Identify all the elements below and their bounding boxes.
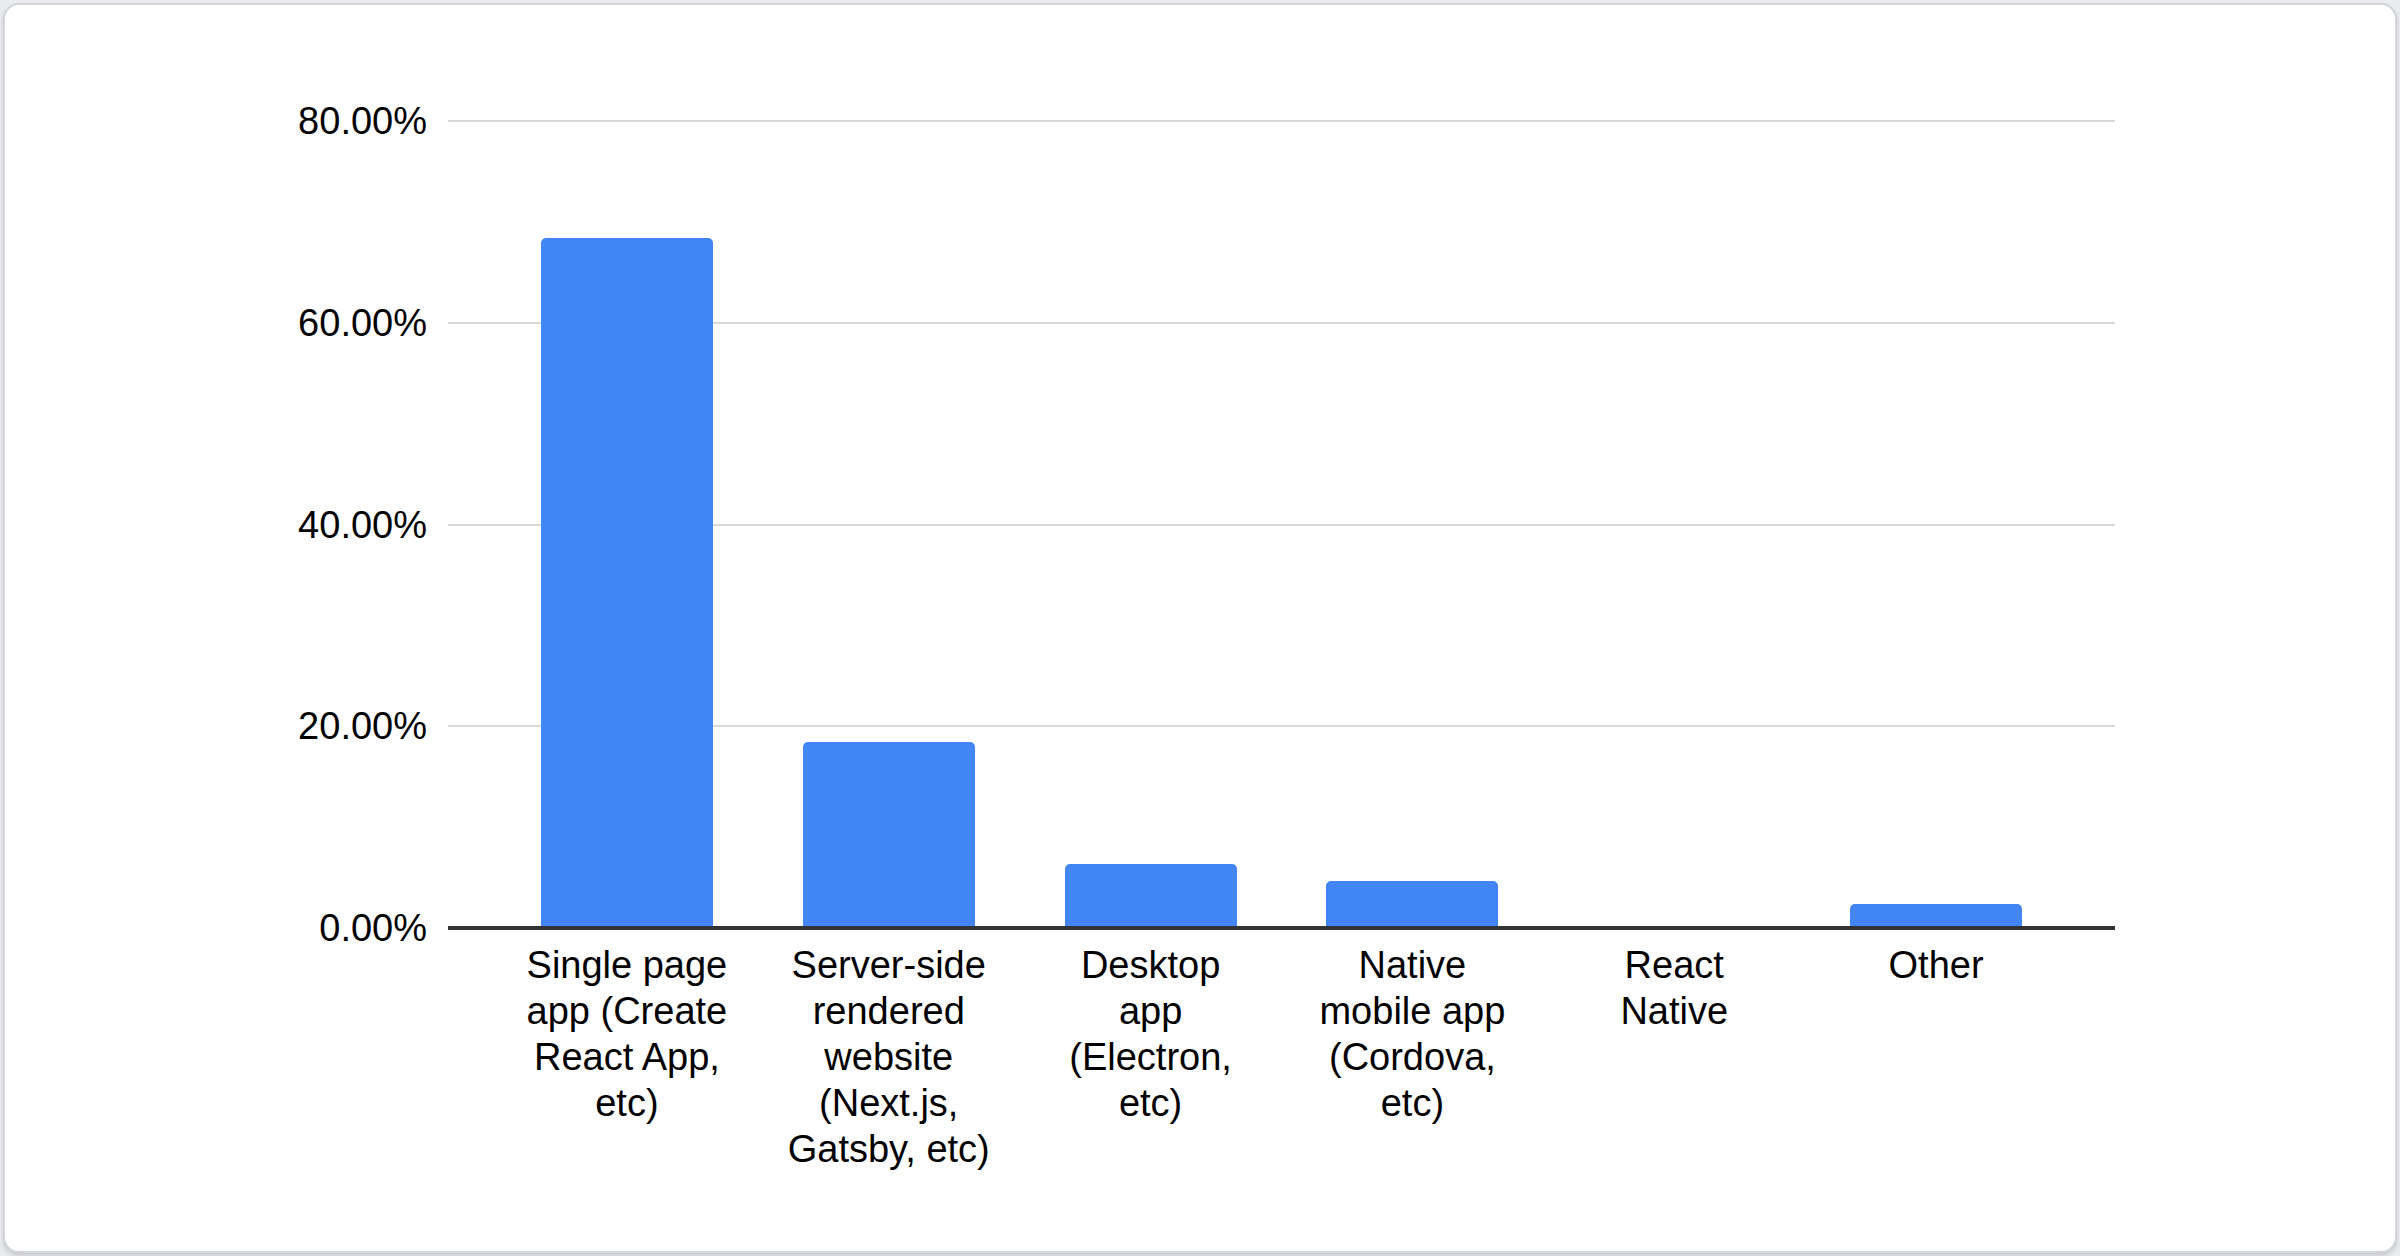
x-axis-label: Single page app (Create React App, etc) xyxy=(497,942,757,1126)
y-gridline xyxy=(448,120,2115,122)
x-axis-label: React Native xyxy=(1544,942,1804,1034)
bar-chart: 0.00% 20.00% 40.00% 60.00% 80.00% Single page… xyxy=(5,5,2395,1251)
y-axis-tick-label: 80.00% xyxy=(5,98,427,144)
y-axis-tick-label: 40.00% xyxy=(5,502,427,548)
bar-3[interactable] xyxy=(1065,864,1237,928)
y-axis-tick-label: 20.00% xyxy=(5,703,427,749)
bar-2[interactable] xyxy=(803,742,975,928)
bar-1[interactable] xyxy=(541,238,713,928)
x-axis-label: Server-side rendered website (Next.js, G… xyxy=(759,942,1019,1172)
bar-6[interactable] xyxy=(1850,904,2022,928)
x-axis-baseline xyxy=(448,926,2115,930)
y-axis-tick-label: 60.00% xyxy=(5,300,427,346)
y-axis-tick-label: 0.00% xyxy=(5,905,427,951)
bar-4[interactable] xyxy=(1326,881,1498,928)
x-axis-label: Desktop app (Electron, etc) xyxy=(1021,942,1281,1126)
x-axis-label: Native mobile app (Cordova, etc) xyxy=(1282,942,1542,1126)
x-axis-label: Other xyxy=(1806,942,2066,988)
chart-card: 0.00% 20.00% 40.00% 60.00% 80.00% Single page… xyxy=(3,3,2397,1253)
